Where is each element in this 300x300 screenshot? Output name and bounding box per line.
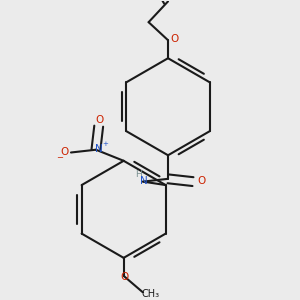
Text: −: − — [56, 153, 63, 162]
Text: N: N — [95, 144, 103, 154]
Text: O: O — [120, 272, 128, 282]
Text: H: H — [135, 170, 142, 179]
Text: O: O — [95, 115, 103, 125]
Text: CH₃: CH₃ — [142, 289, 160, 299]
Text: O: O — [60, 147, 68, 157]
Text: N: N — [140, 176, 148, 186]
Text: O: O — [171, 34, 179, 44]
Text: O: O — [198, 176, 206, 186]
Text: +: + — [102, 141, 108, 147]
